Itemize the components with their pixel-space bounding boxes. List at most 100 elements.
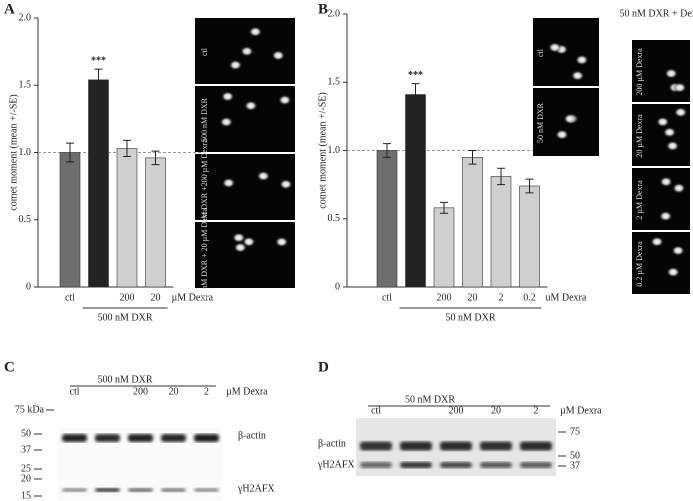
y-tick-label: 2.0 — [19, 12, 32, 23]
comet-spot — [220, 91, 235, 103]
blot-band — [62, 488, 87, 492]
protein-label: β-actin — [318, 438, 346, 449]
error-bar — [151, 150, 160, 166]
error-bar — [440, 201, 448, 214]
error-bar — [468, 150, 477, 165]
y-tick-label: 0 — [335, 281, 340, 292]
comet-spot — [671, 182, 686, 194]
image-header: 50 nM DXR + Dexra — [619, 8, 693, 19]
comet-spot — [671, 245, 686, 257]
comet-spot — [256, 170, 271, 182]
marker-label: 50 — [570, 450, 580, 461]
lane-label: 2 — [534, 405, 539, 416]
comet-spot — [662, 126, 677, 138]
blot-band — [62, 434, 87, 442]
y-tick-label: 0.5 — [328, 213, 341, 224]
blot-band — [400, 462, 432, 468]
x-tick-label: ctl — [382, 292, 392, 303]
panel-label: D — [318, 359, 329, 375]
bar — [519, 185, 540, 288]
comet-image — [195, 154, 295, 220]
blot-band — [128, 434, 153, 442]
unit-label: uM Dexra — [546, 292, 587, 303]
blot-band — [161, 434, 186, 442]
bar — [433, 207, 455, 288]
bar — [88, 79, 109, 288]
blot-band — [400, 441, 432, 451]
group-label: 50 nM DXR — [405, 394, 455, 405]
y-axis-label: comet moment (mean +/-SE) — [8, 94, 19, 210]
lane-label: ctl — [70, 386, 80, 397]
panel-label: B — [318, 1, 328, 17]
unit-label: µM Dexra — [560, 405, 602, 416]
blot-band — [440, 441, 472, 451]
protein-label: β-actin — [238, 430, 266, 441]
image-label: 500 nM DXR +200 µM Dexra — [200, 139, 209, 237]
image-label: ctl — [200, 47, 209, 56]
comet-image — [195, 222, 295, 288]
y-tick-label: 1.0 — [328, 145, 341, 156]
comet-spot — [554, 129, 569, 141]
marker-label: 25 — [21, 463, 31, 474]
y-tick-label: 1.5 — [328, 77, 341, 88]
comet-spot — [219, 116, 234, 128]
y-tick-label: 0 — [26, 281, 31, 292]
bar — [59, 152, 81, 288]
comet-spot — [278, 178, 293, 190]
lane-label: 20 — [491, 405, 501, 416]
y-tick-label: 2.0 — [328, 8, 341, 19]
bar — [490, 176, 512, 288]
comet-spot — [665, 140, 680, 152]
comet-spot — [228, 59, 243, 71]
blot-band — [194, 488, 219, 492]
bar — [145, 157, 166, 288]
blot-band — [480, 441, 512, 451]
marker-label: 20 — [21, 473, 31, 484]
blot-band — [161, 488, 186, 492]
protein-label: γH2AFX — [317, 459, 355, 470]
comet-spot — [239, 45, 254, 57]
error-bar — [66, 142, 74, 163]
comet-spot — [650, 236, 665, 248]
comet-spot — [271, 49, 286, 61]
x-tick-label: 2 — [499, 292, 504, 303]
comet-image — [195, 86, 295, 152]
bar — [376, 150, 398, 288]
group-label: 50 nM DXR — [445, 312, 495, 323]
x-tick-label: 20 — [468, 292, 478, 303]
bar — [462, 157, 483, 288]
image-label: 200 µM Dexra — [635, 48, 644, 96]
comet-spot — [574, 54, 589, 66]
lane-label: 200 — [133, 386, 148, 397]
comet-spot — [673, 106, 688, 118]
marker-label: 37 — [21, 444, 31, 455]
x-tick-label: 20 — [151, 292, 161, 303]
marker-label: 37 — [570, 460, 580, 471]
significance-label: *** — [408, 70, 423, 81]
blot-band — [128, 488, 153, 492]
image-label: 2 µM Dexra — [635, 180, 644, 220]
comet-spot — [277, 94, 292, 106]
error-bar — [411, 83, 420, 106]
error-bar — [123, 139, 131, 158]
x-tick-label: ctl — [65, 292, 75, 303]
lane-label: 2 — [204, 386, 209, 397]
error-bar — [383, 143, 391, 158]
blot-band — [95, 488, 120, 492]
unit-label: µM Dexra — [172, 292, 214, 303]
marker-label: 50 — [21, 428, 31, 439]
comet-spot — [221, 177, 236, 189]
lane-label: ctl — [371, 405, 381, 416]
image-label: 500 nM DXR — [200, 97, 209, 142]
marker-label: 75 — [570, 426, 580, 437]
image-label: 500 nM DXR + 20 µM Dexra — [200, 208, 209, 304]
blot-band — [360, 441, 392, 451]
error-bar — [94, 68, 103, 92]
image-label: 50 nM DXR — [536, 102, 545, 143]
significance-label: *** — [91, 55, 106, 66]
comet-spot — [672, 82, 687, 94]
panel-label: C — [4, 359, 15, 375]
bar — [405, 94, 426, 288]
comet-spot — [563, 113, 578, 125]
x-tick-label: 200 — [437, 292, 452, 303]
